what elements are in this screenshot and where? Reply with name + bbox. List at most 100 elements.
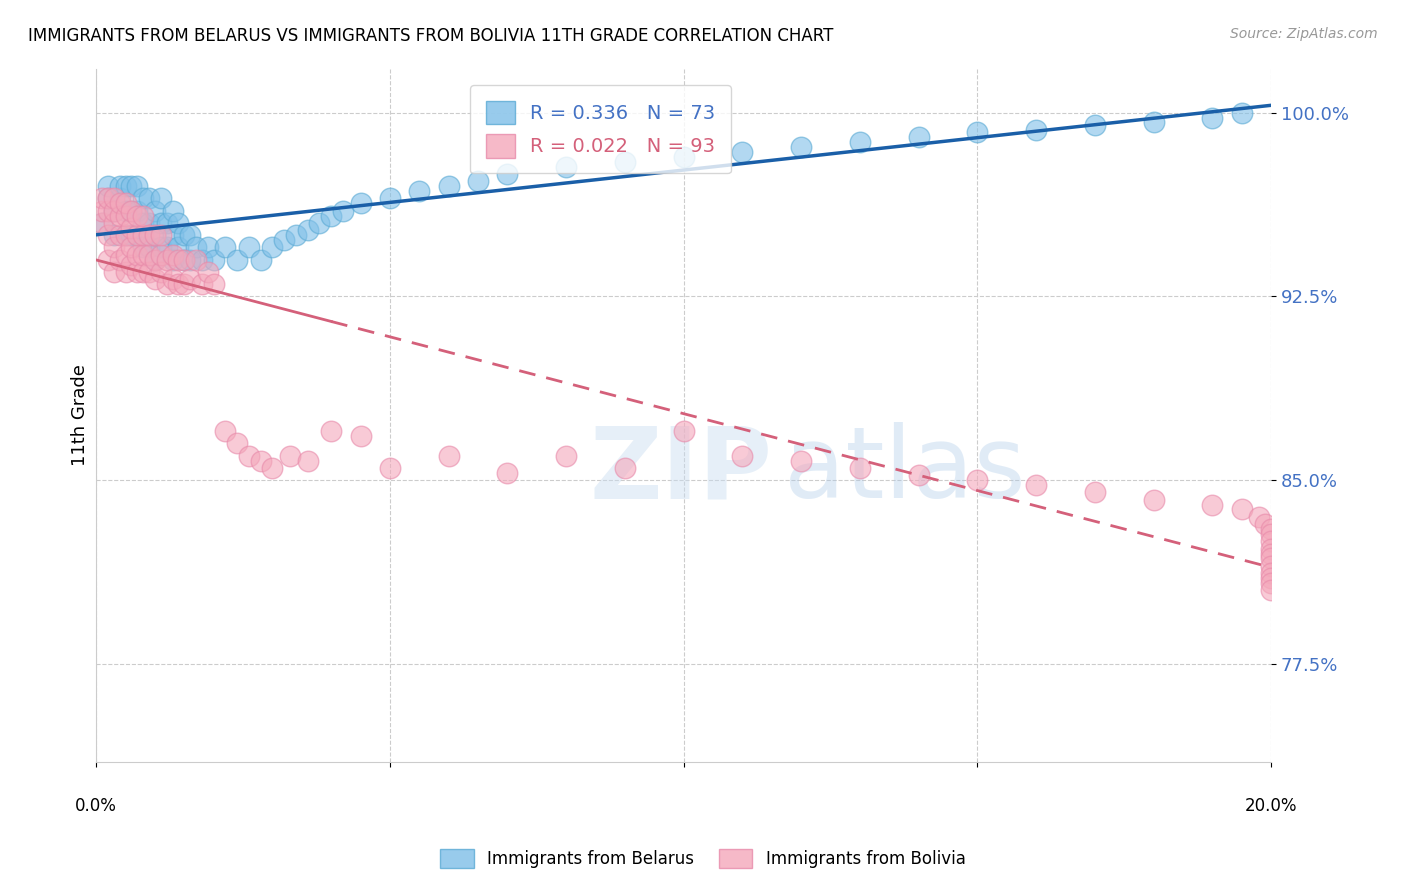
Point — [114, 196, 136, 211]
Point — [308, 216, 330, 230]
Point — [332, 203, 354, 218]
Point — [108, 179, 131, 194]
Point — [349, 429, 371, 443]
Point — [1249, 509, 1271, 524]
Point — [132, 228, 155, 243]
Point — [1260, 576, 1282, 591]
Point — [191, 252, 214, 267]
Point — [103, 240, 125, 254]
Point — [138, 248, 160, 262]
Point — [103, 216, 125, 230]
Point — [437, 179, 460, 194]
Point — [91, 216, 114, 230]
Point — [496, 466, 519, 480]
Point — [907, 130, 929, 145]
Point — [114, 248, 136, 262]
Point — [167, 277, 190, 292]
Point — [1025, 122, 1047, 136]
Point — [132, 240, 155, 254]
Point — [120, 179, 142, 194]
Point — [138, 265, 160, 279]
Point — [1084, 485, 1107, 500]
Point — [966, 473, 988, 487]
Point — [1201, 498, 1223, 512]
Point — [262, 460, 284, 475]
Point — [114, 209, 136, 223]
Point — [1025, 478, 1047, 492]
Point — [1142, 115, 1164, 129]
Point — [297, 223, 319, 237]
Point — [321, 424, 343, 438]
Text: 20.0%: 20.0% — [1244, 797, 1298, 814]
Point — [138, 216, 160, 230]
Point — [114, 228, 136, 243]
Point — [114, 179, 136, 194]
Point — [143, 228, 166, 243]
Point — [108, 196, 131, 211]
Point — [132, 216, 155, 230]
Point — [120, 203, 142, 218]
Point — [214, 240, 236, 254]
Point — [103, 228, 125, 243]
Point — [238, 240, 260, 254]
Point — [1260, 547, 1282, 561]
Point — [1230, 502, 1253, 516]
Point — [149, 191, 172, 205]
Text: IMMIGRANTS FROM BELARUS VS IMMIGRANTS FROM BOLIVIA 11TH GRADE CORRELATION CHART: IMMIGRANTS FROM BELARUS VS IMMIGRANTS FR… — [28, 27, 834, 45]
Text: 0.0%: 0.0% — [76, 797, 117, 814]
Point — [214, 424, 236, 438]
Point — [103, 265, 125, 279]
Point — [91, 191, 114, 205]
Point — [731, 145, 754, 159]
Point — [1260, 541, 1282, 556]
Point — [1260, 571, 1282, 585]
Point — [731, 449, 754, 463]
Point — [184, 252, 207, 267]
Point — [138, 191, 160, 205]
Point — [108, 252, 131, 267]
Point — [156, 277, 179, 292]
Point — [378, 460, 401, 475]
Point — [149, 216, 172, 230]
Point — [97, 191, 120, 205]
Point — [321, 209, 343, 223]
Point — [238, 449, 260, 463]
Point — [103, 191, 125, 205]
Point — [156, 216, 179, 230]
Point — [1260, 522, 1282, 536]
Point — [467, 174, 489, 188]
Point — [143, 203, 166, 218]
Point — [273, 233, 295, 247]
Point — [108, 209, 131, 223]
Point — [167, 252, 190, 267]
Point — [97, 203, 120, 218]
Point — [127, 228, 149, 243]
Point — [114, 265, 136, 279]
Point — [167, 216, 190, 230]
Point — [249, 453, 271, 467]
Point — [149, 265, 172, 279]
Point — [262, 240, 284, 254]
Point — [284, 228, 307, 243]
Point — [138, 228, 160, 243]
Point — [179, 228, 201, 243]
Text: Source: ZipAtlas.com: Source: ZipAtlas.com — [1230, 27, 1378, 41]
Point — [120, 203, 142, 218]
Point — [132, 248, 155, 262]
Point — [120, 220, 142, 235]
Point — [132, 209, 155, 223]
Point — [1260, 583, 1282, 598]
Point — [173, 228, 195, 243]
Point — [790, 140, 813, 154]
Point — [127, 228, 149, 243]
Point — [103, 203, 125, 218]
Point — [108, 228, 131, 243]
Point — [120, 258, 142, 272]
Point — [162, 272, 184, 286]
Point — [672, 150, 695, 164]
Point — [138, 240, 160, 254]
Text: ZIP: ZIP — [589, 422, 772, 519]
Point — [143, 252, 166, 267]
Point — [613, 154, 636, 169]
Point — [173, 252, 195, 267]
